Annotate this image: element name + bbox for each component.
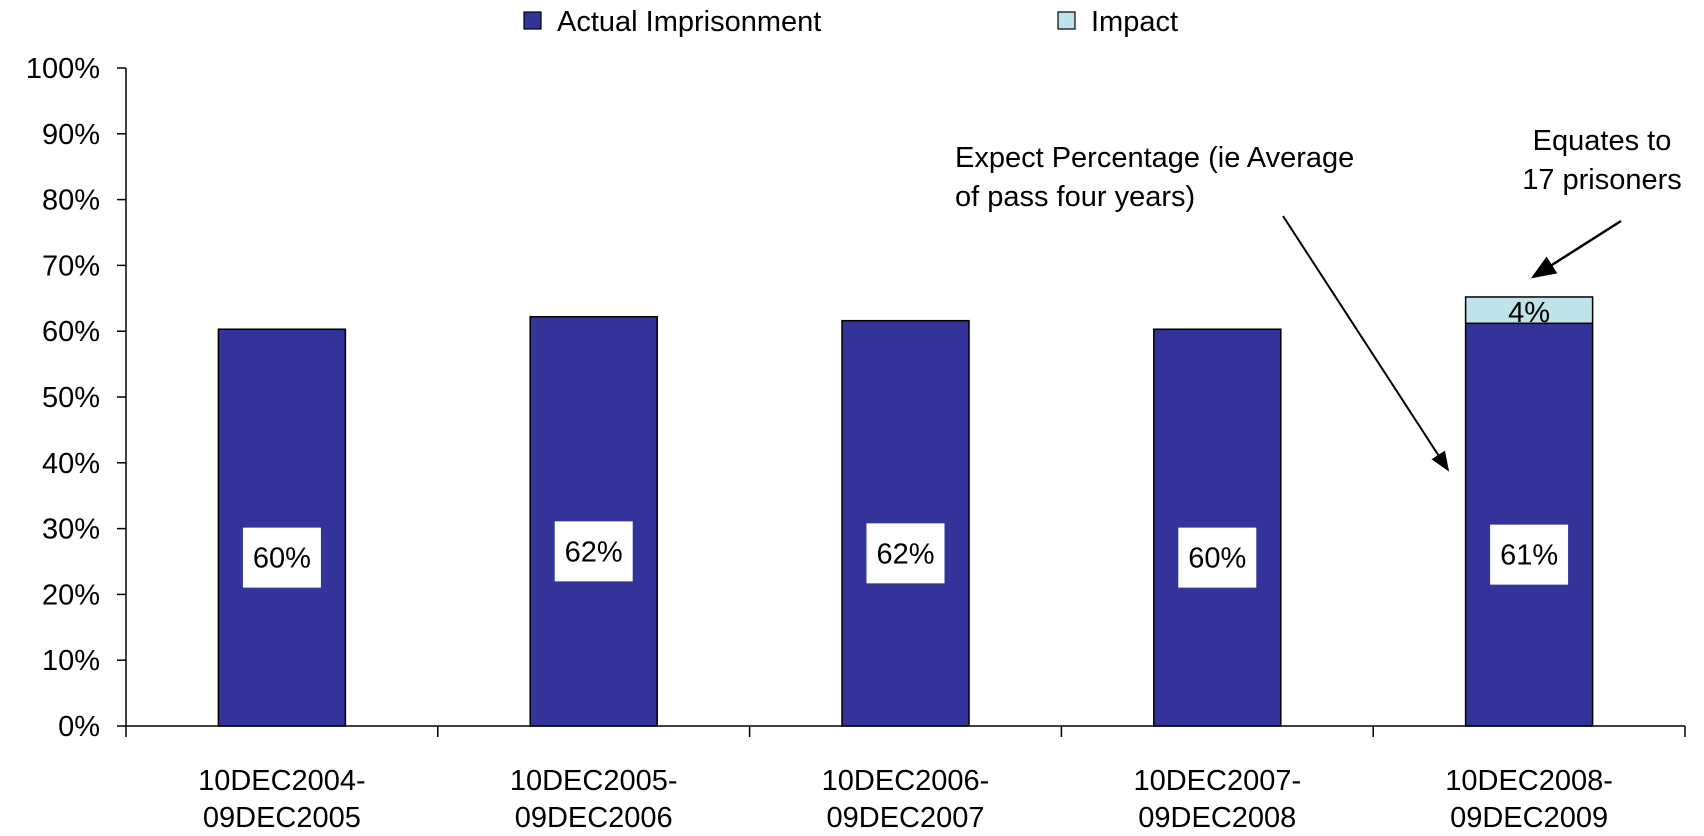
y-tick-label: 0% xyxy=(58,711,100,743)
y-tick-label: 30% xyxy=(42,514,100,546)
annotation-equates-prisoners: Equates to 17 prisoners xyxy=(1522,125,1682,196)
legend: Actual Imprisonment Impact xyxy=(523,6,1178,38)
data-label-background xyxy=(866,523,945,584)
y-tick-label: 90% xyxy=(42,119,100,151)
legend-swatch-impact xyxy=(1057,11,1076,30)
data-label-background xyxy=(242,527,321,588)
data-label: 61% xyxy=(1500,540,1558,572)
y-tick-label: 70% xyxy=(42,250,100,282)
data-label-background xyxy=(554,521,633,582)
legend-swatch-actual-imprisonment xyxy=(523,11,542,30)
bars xyxy=(217,296,1594,727)
y-tick-label: 20% xyxy=(42,579,100,611)
x-tick-label: 10DEC2004-09DEC2005 xyxy=(198,765,366,831)
y-tick-label: 80% xyxy=(42,185,100,217)
y-tick-label: 60% xyxy=(42,316,100,348)
annotation-arrow-expect xyxy=(1282,215,1450,472)
x-tick-label: 10DEC2007-09DEC2008 xyxy=(1133,765,1301,831)
y-tick-label: 100% xyxy=(26,53,100,85)
y-tick-label: 50% xyxy=(42,382,100,414)
bar-impact xyxy=(1464,296,1594,325)
annotations: Expect Percentage (ie Average of pass fou… xyxy=(955,125,1682,472)
data-label: 60% xyxy=(1188,543,1246,575)
data-label-impact: 4% xyxy=(1508,297,1550,329)
data-label: 62% xyxy=(876,538,934,570)
data-label-background xyxy=(1490,524,1569,585)
y-tick-label: 10% xyxy=(42,645,100,677)
y-tick-label: 40% xyxy=(42,448,100,480)
data-label-background xyxy=(1178,527,1257,588)
data-label: 60% xyxy=(253,543,311,575)
x-tick-label: 10DEC2005-09DEC2006 xyxy=(510,765,678,831)
data-label: 62% xyxy=(565,536,623,568)
x-tick-label: 10DEC2006-09DEC2007 xyxy=(822,765,990,831)
data-labels: 60% 62% 62% 60% 61% 4% xyxy=(242,297,1569,588)
x-tick-label: 10DEC2008-09DEC2009 xyxy=(1445,765,1613,831)
annotation-expect-percentage: Expect Percentage (ie Average of pass fou… xyxy=(955,142,1354,213)
legend-label-impact: Impact xyxy=(1091,6,1178,38)
axes: 0% 10% 20% 30% 40% 50% 60% 70% 80% 90% 100% 10DEC20… xyxy=(26,53,1686,834)
legend-label-actual-imprisonment: Actual Imprisonment xyxy=(557,6,821,38)
annotation-arrow-equates xyxy=(1530,219,1622,279)
